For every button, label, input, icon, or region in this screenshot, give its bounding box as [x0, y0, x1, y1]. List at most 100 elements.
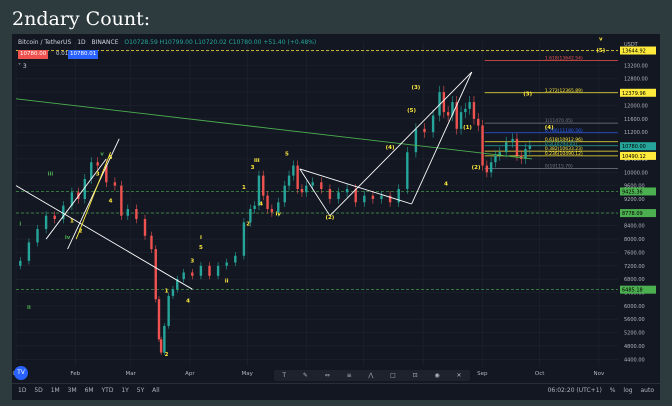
- candle-body-19: [157, 299, 161, 340]
- x-tick-label-8: Sep: [477, 371, 488, 377]
- wave-label-34: 4: [444, 182, 448, 188]
- candle-body-67: [464, 108, 467, 113]
- candle-body-38: [270, 209, 274, 213]
- tradingview-chart[interactable]: 4400.004800.005200.005600.006000.006400.…: [12, 34, 660, 400]
- candle-body-72: [485, 165, 489, 173]
- tradingview-logo[interactable]: TV: [14, 366, 28, 380]
- fib-icon[interactable]: ≡: [346, 372, 352, 379]
- indicators-toggle[interactable]: ˅ 3: [18, 63, 27, 70]
- interval[interactable]: 1D: [77, 39, 86, 46]
- candle-body-60: [431, 115, 435, 133]
- candle-body-59: [423, 128, 426, 133]
- log-toggle[interactable]: log: [623, 387, 633, 394]
- y-tick-label-3: 5600.00: [624, 317, 645, 323]
- price-tag-bg-5: [620, 209, 656, 218]
- wave-label-15: i: [200, 235, 202, 241]
- trend-line-7: [329, 71, 473, 217]
- wave-label-31: v: [599, 36, 603, 42]
- pattern-icon[interactable]: ⋀: [368, 372, 374, 379]
- candle-body-25: [182, 272, 185, 280]
- candle-body-63: [446, 112, 450, 116]
- candle-body-18: [154, 249, 157, 300]
- candle-body-10: [96, 162, 99, 166]
- wave-label-16: ii: [225, 278, 229, 284]
- candle-body-49: [337, 192, 340, 199]
- price-tag-bg-1: [620, 88, 656, 97]
- wave-label-24: (2): [325, 215, 334, 221]
- eye-icon[interactable]: ◉: [434, 372, 440, 379]
- level-label-8: 0.236(10490.12): [545, 151, 583, 157]
- trend-line-1: [15, 185, 193, 290]
- range-ytd[interactable]: YTD: [101, 387, 114, 394]
- wave-label-6: 2: [79, 228, 83, 234]
- wave-label-21: 3: [251, 165, 255, 171]
- sell-price-box[interactable]: 10780.00: [18, 50, 49, 59]
- candle-body-47: [320, 182, 323, 189]
- candle-body-24: [176, 279, 179, 290]
- wave-label-27: (5): [407, 108, 416, 114]
- candle-body-6: [70, 192, 74, 206]
- level-label-7: 0.382(10633.23): [545, 146, 583, 152]
- brush-icon[interactable]: ✎: [302, 372, 308, 379]
- x-tick-label-2: Mar: [125, 371, 136, 377]
- candle-body-51: [354, 188, 357, 203]
- buy-price-box[interactable]: 10780.01: [68, 50, 99, 59]
- price-tag-5: 8778.09: [622, 211, 643, 217]
- y-tick-label-14: 10000.00: [624, 170, 648, 176]
- symbol-name[interactable]: Bitcoin / TetherUS: [18, 39, 72, 46]
- candle-body-8: [83, 178, 86, 199]
- range-5y[interactable]: 5Y: [136, 387, 145, 394]
- text-tool-icon[interactable]: T: [282, 372, 287, 379]
- range-all[interactable]: All: [152, 387, 160, 394]
- clock[interactable]: 06:02:20 (UTC+1): [547, 387, 602, 394]
- candle-body-31: [234, 255, 237, 263]
- range-1y[interactable]: 1Y: [121, 387, 129, 394]
- exchange: BINANCE: [91, 39, 119, 46]
- wave-label-10: 1: [165, 289, 169, 295]
- candle-body-52: [363, 195, 366, 203]
- wave-label-17: iii: [254, 158, 260, 164]
- lock-icon[interactable]: ⊡: [412, 372, 418, 379]
- candle-body-40: [283, 185, 286, 203]
- range-3m[interactable]: 3M: [67, 387, 77, 394]
- candle-body-46: [311, 182, 314, 186]
- candle-body-65: [455, 102, 458, 129]
- x-tick-label-1: Feb: [70, 371, 80, 377]
- wave-label-13: 4: [186, 299, 190, 305]
- candle-body-12: [113, 182, 117, 186]
- trash-icon[interactable]: ✕: [456, 372, 462, 379]
- candle-body-43: [296, 165, 299, 189]
- chart-header: Bitcoin / TetherUS 1D BINANCE O10728.59 …: [18, 39, 320, 46]
- candle-body-23: [171, 289, 175, 296]
- y-tick-label-7: 7200.00: [624, 264, 645, 270]
- range-5d[interactable]: 5D: [34, 387, 43, 394]
- measure-icon[interactable]: ⇔: [324, 372, 330, 379]
- candle-body-35: [257, 175, 261, 206]
- wave-label-1: iii: [48, 172, 54, 178]
- wave-label-19: 1: [242, 185, 246, 191]
- candle-body-76: [505, 142, 508, 153]
- range-6m[interactable]: 6M: [84, 387, 94, 394]
- candle-body-45: [305, 185, 308, 193]
- y-tick-label-19: 12000.00: [624, 103, 648, 109]
- shapes-icon[interactable]: □: [390, 372, 396, 379]
- level-label-3: 1(11470.45): [545, 118, 573, 124]
- candle-body-57: [406, 152, 409, 189]
- wave-label-4: i: [19, 222, 21, 228]
- price-tag-bg-3: [620, 151, 656, 160]
- candle-body-64: [451, 102, 454, 116]
- wave-label-28: (3): [523, 91, 532, 97]
- level-label-6: 0.5(10793.05): [545, 141, 577, 147]
- y-tick-label-22: 13200.00: [624, 63, 648, 69]
- percent-toggle[interactable]: %: [609, 387, 616, 394]
- x-tick-label-4: May: [242, 371, 254, 377]
- price-chart-svg[interactable]: 4400.004800.005200.005600.006000.006400.…: [12, 34, 660, 384]
- price-tag-3: 10490.12: [622, 154, 646, 160]
- y-tick-label-2: 5200.00: [624, 331, 645, 337]
- candle-body-1: [27, 242, 31, 261]
- auto-toggle[interactable]: auto: [640, 387, 654, 394]
- range-1d[interactable]: 1D: [18, 387, 27, 394]
- wave-label-23: 5: [285, 152, 289, 158]
- wave-label-22: 4: [259, 202, 263, 208]
- range-1m[interactable]: 1M: [50, 387, 60, 394]
